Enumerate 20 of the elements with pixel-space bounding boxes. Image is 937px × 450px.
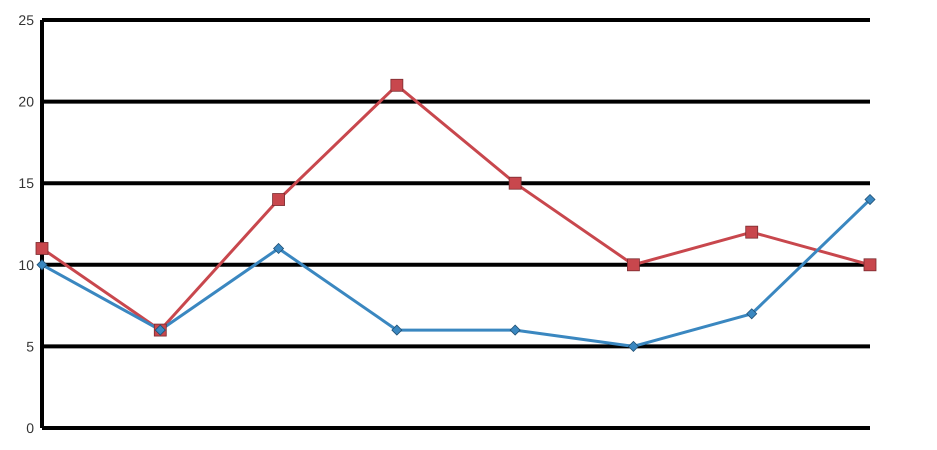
- point: [390, 78, 404, 92]
- point: [36, 242, 48, 255]
- point: [508, 176, 522, 190]
- point: [628, 341, 639, 352]
- point: [273, 243, 284, 254]
- point: [864, 194, 876, 205]
- point: [746, 308, 758, 320]
- point: [627, 258, 640, 272]
- point: [510, 324, 521, 336]
- point: [745, 226, 758, 239]
- point: [36, 259, 48, 270]
- y-tick-label: 10: [18, 256, 34, 273]
- y-tick-label: 20: [18, 94, 34, 110]
- point: [391, 324, 402, 336]
- y-tick-label: 0: [26, 420, 34, 436]
- point: [272, 193, 285, 206]
- y-tick-label: 25: [18, 12, 34, 28]
- point: [864, 258, 876, 272]
- y-tick-label: 5: [26, 338, 34, 354]
- y-tick-label: 15: [18, 175, 34, 192]
